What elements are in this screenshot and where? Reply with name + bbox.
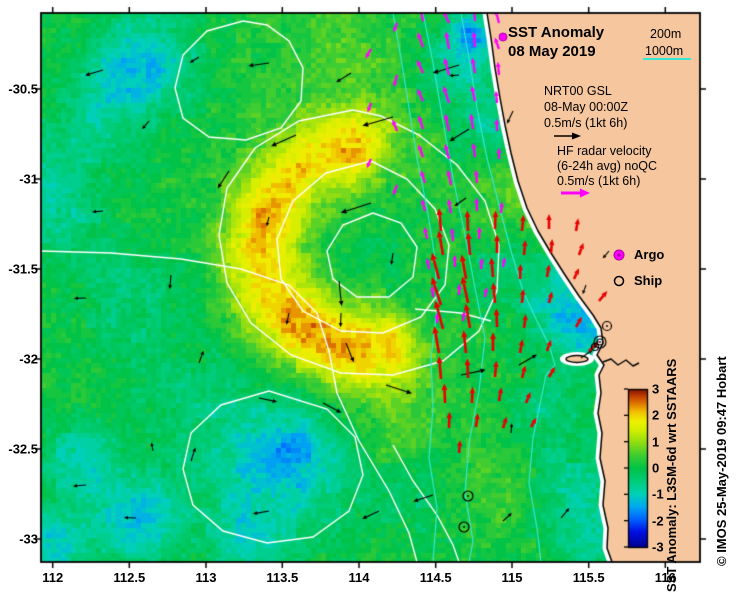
colorbar-tick-label: -2 (652, 513, 664, 529)
y-tick-label: -33 (19, 531, 38, 547)
y-tick-label: -31.5 (8, 261, 38, 277)
hf-annotation-line3: 0.5m/s (1kt 6h) (557, 174, 641, 188)
credit-text: © IMOS 25-May-2019 09:47 Hobart (714, 356, 729, 566)
x-tick-label: 114.5 (419, 570, 452, 585)
gsl-scale-arrow-icon (554, 132, 581, 140)
y-tick-label: -32.5 (8, 441, 38, 457)
x-tick-label: 112.5 (113, 570, 146, 585)
argo-marker-icon (613, 249, 625, 261)
gsl-annotation-line3: 0.5m/s (1kt 6h) (544, 116, 628, 130)
y-tick-label: -32 (19, 351, 38, 367)
colorbar-title: SST Anomaly: L3SM-6d wrt SSTAARS (664, 358, 679, 592)
x-tick-label: 116 (654, 570, 676, 585)
x-tick-label: 115 (501, 570, 523, 585)
colorbar-tick-label: -1 (652, 486, 664, 502)
ship-label: Ship (634, 273, 663, 288)
depth-200m-label: 200m (650, 27, 682, 41)
depth-1000m-line (643, 58, 691, 60)
x-tick-label: 115.5 (572, 570, 605, 585)
y-tick-label: -30.5 (8, 81, 38, 97)
y-tick-label: -31 (19, 171, 38, 187)
argo-label: Argo (634, 247, 665, 262)
x-tick-label: 112 (42, 570, 64, 585)
plot-title: SST Anomaly (508, 24, 605, 41)
x-tick-label: 113.5 (266, 570, 299, 585)
plot-date: 08 May 2019 (508, 43, 596, 60)
colorbar-tick-label: 3 (652, 381, 660, 397)
depth-1000m-label: 1000m (645, 44, 684, 58)
gsl-annotation-line2: 08-May 00:00Z (544, 100, 629, 114)
ship-marker-icon (613, 275, 625, 287)
colorbar-tick-label: 0 (652, 460, 660, 476)
hf-annotation-line2: (6-24h avg) noQC (557, 159, 658, 173)
hf-scale-arrow-icon (561, 188, 590, 198)
gsl-annotation-line1: NRT00 GSL (544, 84, 612, 98)
colorbar-tick-label: -3 (652, 539, 664, 555)
colorbar-tick-label: 1 (652, 434, 660, 450)
hf-annotation-line1: HF radar velocity (557, 144, 652, 158)
x-tick-label: 113 (195, 570, 217, 585)
x-tick-label: 114 (348, 570, 370, 585)
colorbar-tick-label: 2 (652, 407, 660, 423)
